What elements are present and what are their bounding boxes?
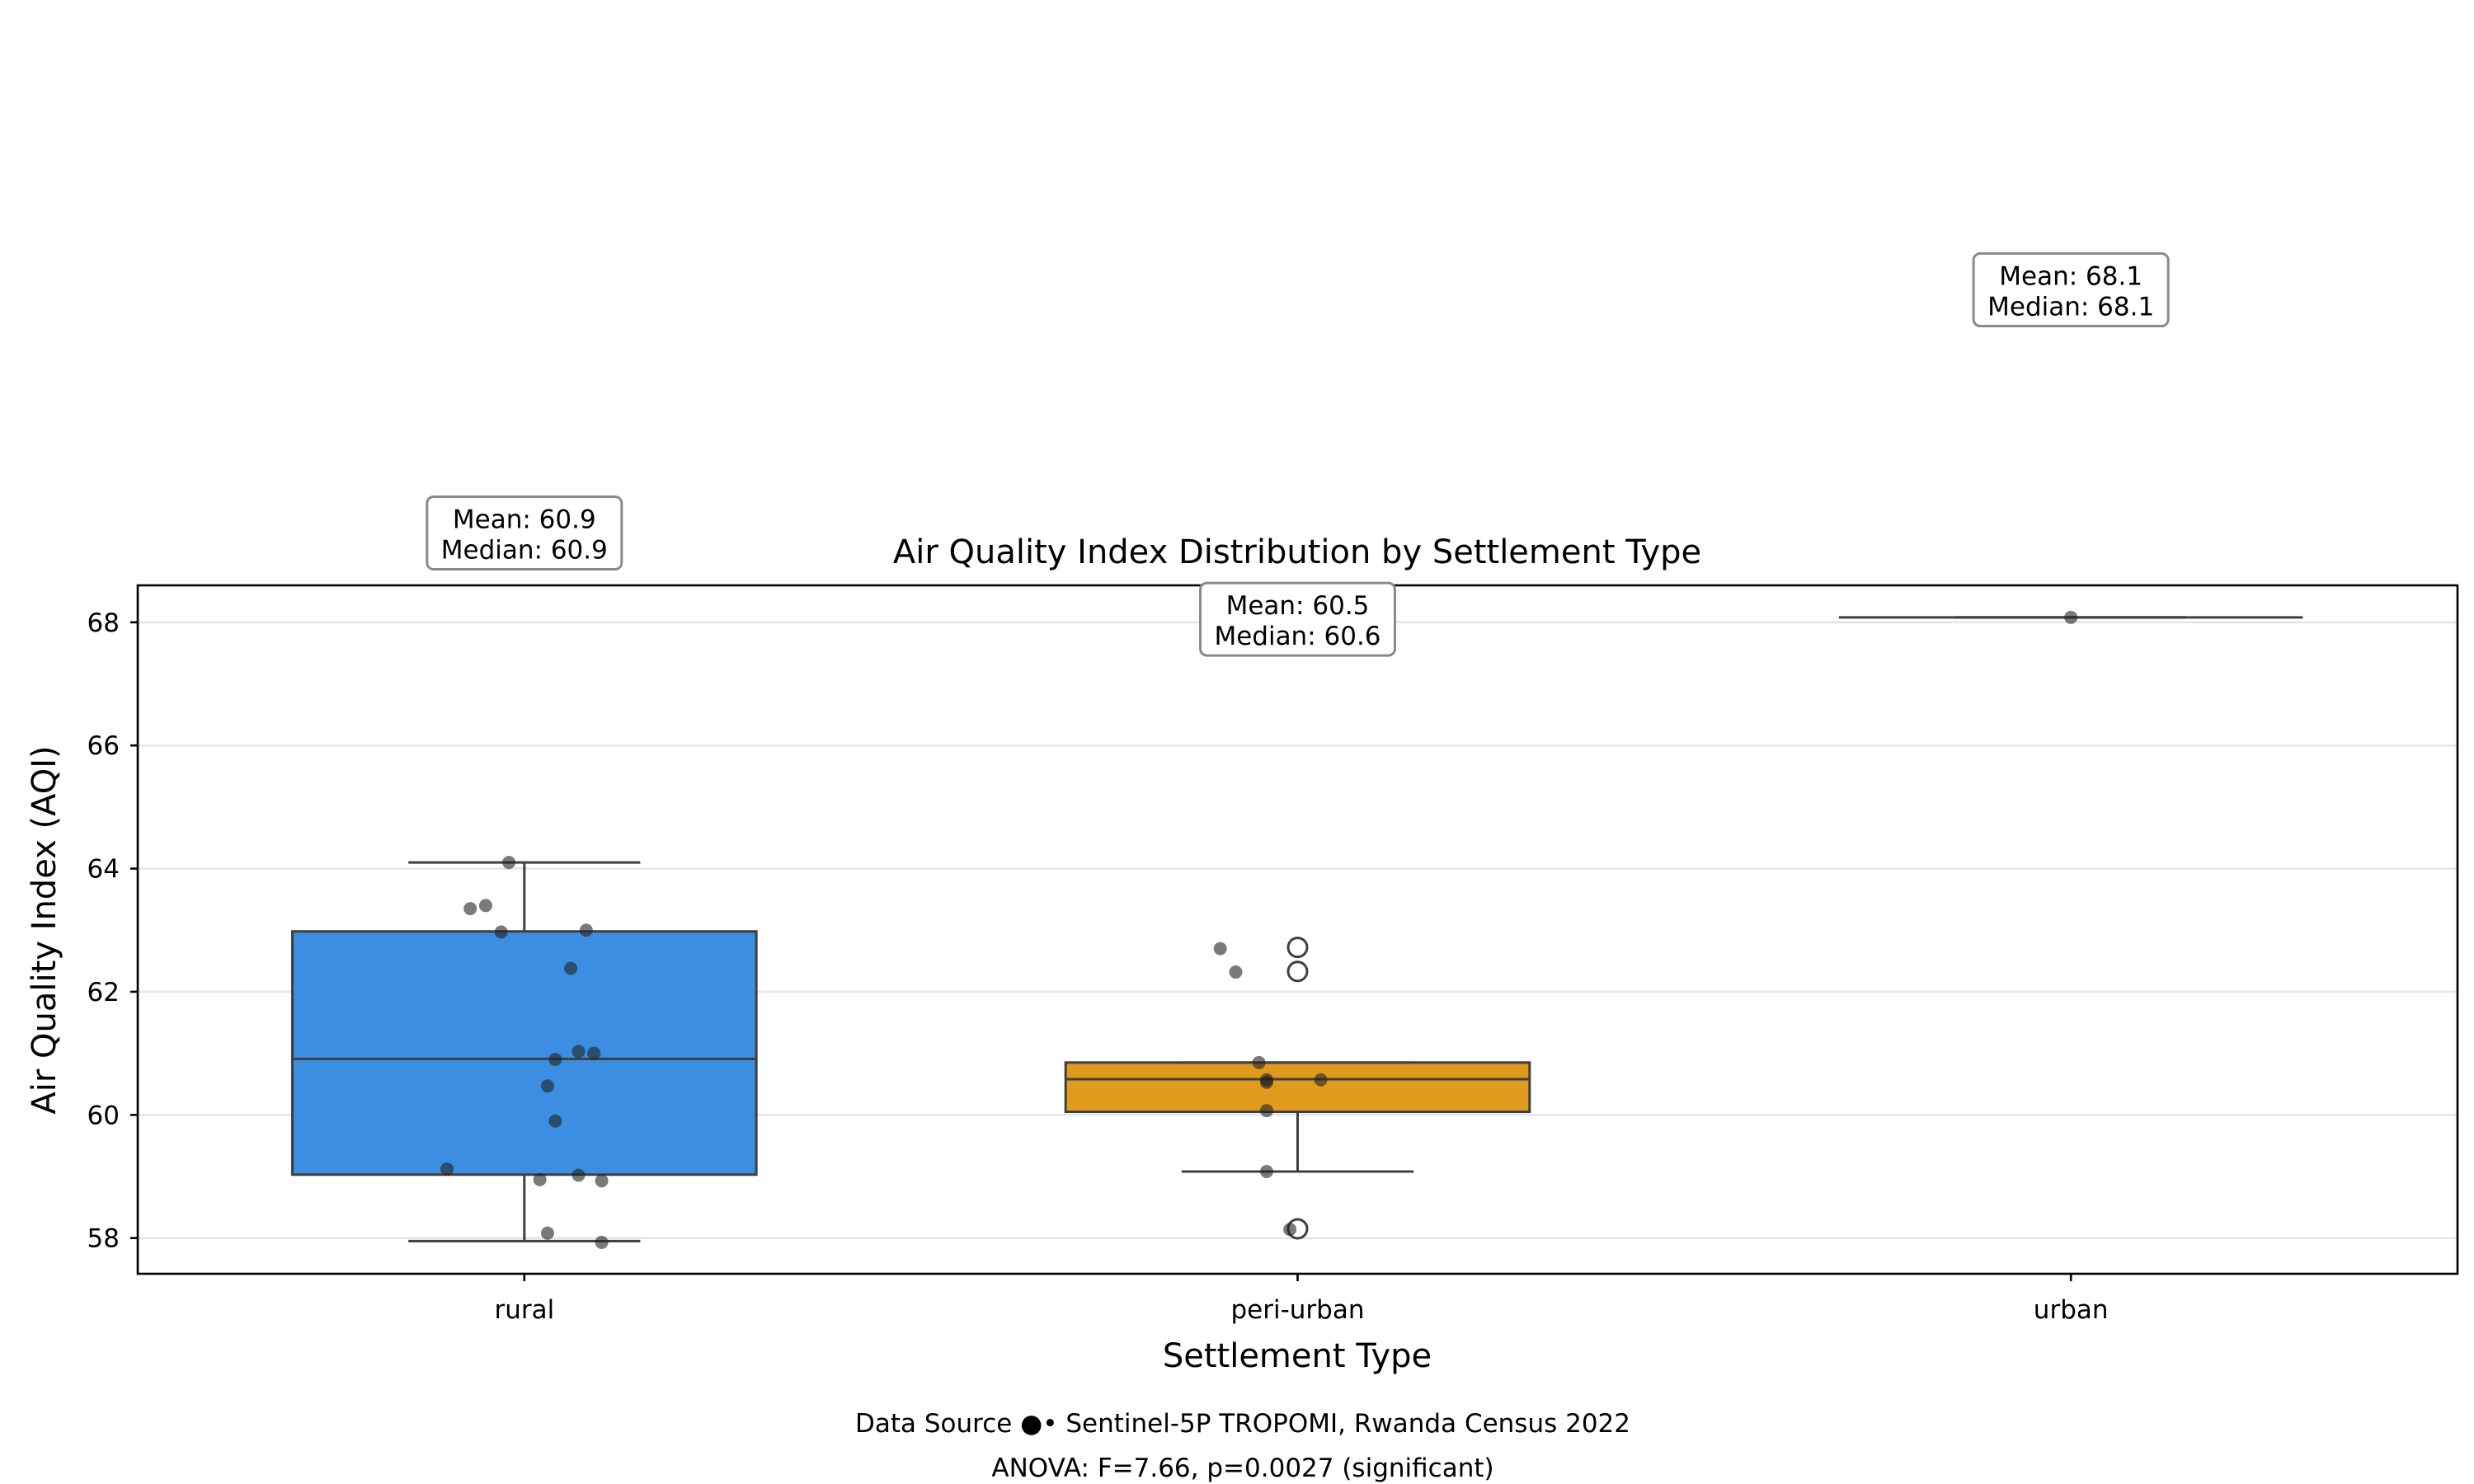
x-tick-label: peri-urban — [1230, 1295, 1364, 1325]
data-point — [564, 961, 578, 975]
data-point — [1229, 965, 1243, 979]
data-point — [571, 1045, 586, 1059]
annotation-box — [1199, 581, 1396, 657]
data-point — [595, 1174, 609, 1188]
box-peri-urban — [1064, 1061, 1531, 1114]
data-points — [440, 610, 2078, 1249]
data-point — [502, 856, 516, 870]
y-tick-label: 60 — [87, 1101, 120, 1130]
data-point — [533, 1172, 547, 1186]
annotation-box — [1972, 252, 2170, 328]
x-tick-label: urban — [2034, 1295, 2109, 1325]
outlier-marker — [1286, 937, 1309, 959]
data-point — [1283, 1223, 1297, 1237]
x-axis-title: Settlement Type — [1163, 1337, 1432, 1375]
data-point — [540, 1079, 554, 1093]
y-tick-label: 66 — [87, 731, 120, 761]
data-point — [1259, 1165, 1273, 1179]
data-point — [1252, 1055, 1266, 1069]
y-tick-label: 64 — [87, 855, 120, 885]
y-tick-label: 62 — [87, 978, 120, 1007]
annotation-box — [426, 495, 623, 571]
annotation-median: Median: 60.9 — [441, 536, 608, 566]
annotation-mean: Mean: 60.9 — [453, 505, 596, 535]
data-point — [1259, 1104, 1273, 1118]
chart-title: Air Quality Index Distribution by Settle… — [893, 533, 1701, 571]
footer-source: Data Source ●• Sentinel-5P TROPOMI, Rwan… — [855, 1409, 1630, 1439]
annotation-mean: Mean: 68.1 — [1999, 262, 2142, 292]
data-point — [1259, 1075, 1273, 1089]
data-point — [548, 1114, 562, 1128]
data-point — [1213, 942, 1227, 956]
data-point — [494, 925, 508, 939]
annotation-mean: Mean: 60.5 — [1226, 591, 1370, 621]
data-point — [571, 1168, 586, 1182]
data-point — [463, 902, 477, 916]
data-point — [595, 1235, 609, 1249]
data-point — [579, 923, 593, 937]
annotation-median: Median: 60.6 — [1214, 622, 1380, 651]
data-point — [548, 1053, 562, 1067]
axes: 58 60 62 64 66 68 rural peri-urban urban — [87, 584, 2459, 1325]
y-tick-label: 68 — [87, 608, 120, 638]
x-tick-label: rural — [494, 1295, 554, 1325]
y-tick-label: 58 — [87, 1224, 120, 1254]
box-rural — [291, 930, 758, 1176]
footer-stats: ANOVA: F=7.66, p=0.0027 (significant) — [991, 1453, 1493, 1483]
data-point — [478, 899, 492, 913]
data-point — [1314, 1073, 1328, 1087]
outlier-marker — [1286, 960, 1309, 983]
annotation-median: Median: 68.1 — [1987, 293, 2154, 322]
y-axis-title: Air Quality Index (AQI) — [26, 745, 63, 1114]
data-point — [2064, 610, 2078, 624]
box-plots — [291, 616, 2303, 1242]
data-point — [540, 1226, 554, 1240]
data-point — [587, 1046, 601, 1060]
data-point — [440, 1162, 454, 1176]
